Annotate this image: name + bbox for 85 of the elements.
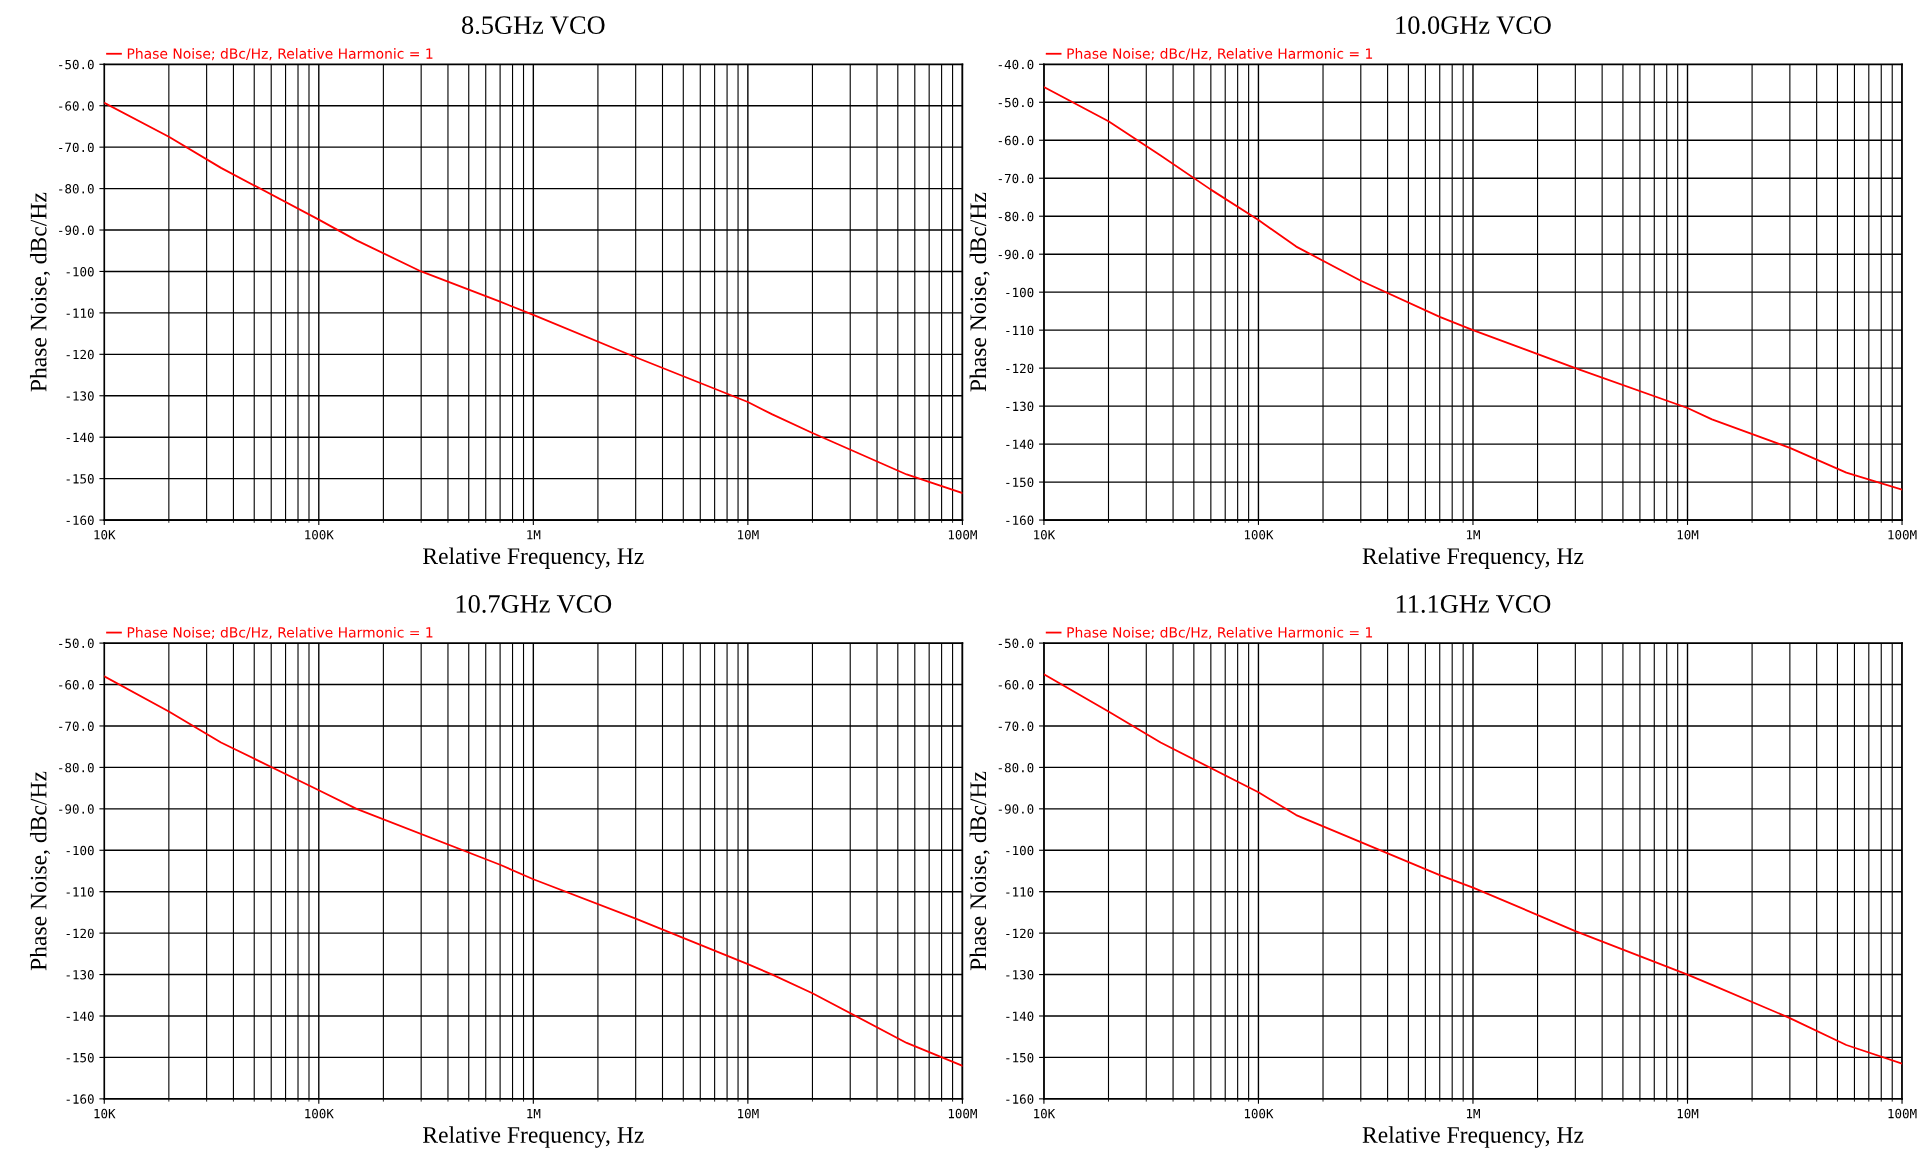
x-axis-title: Relative Frequency, Hz (1362, 547, 1584, 569)
chart-title: 10.0GHz VCO (1396, 16, 1551, 35)
legend-label: Phase Noise; dBc/Hz, Relative Harmonic = 1 (127, 626, 433, 640)
x-tick-label: 1M (527, 530, 541, 540)
y-tick-label: -150 (1006, 477, 1034, 488)
x-tick-label: 10M (1677, 530, 1699, 540)
y-tick-label: -150 (66, 1052, 94, 1063)
x-tick-label: 100K (305, 530, 334, 540)
y-tick-label: -100 (1006, 287, 1034, 298)
y-tick-label: -90.0 (998, 804, 1034, 814)
x-tick-label: 10K (1034, 1108, 1056, 1119)
y-axis-title: Phase Noise, dBc/Hz (29, 771, 50, 971)
y-tick-label: -130 (66, 970, 94, 980)
legend-label: Phase Noise; dBc/Hz, Relative Harmonic = 1 (1067, 48, 1373, 61)
x-axis-title: Relative Frequency, Hz (1362, 1126, 1584, 1148)
x-tick-label: 1M (527, 1109, 541, 1119)
x-tick-label: 100M (1888, 1108, 1917, 1119)
y-tick-label: -50.0 (59, 59, 94, 70)
y-axis-title: Phase Noise, dBc/Hz (29, 192, 50, 392)
chart-title: 11.1GHz VCO (1396, 595, 1551, 613)
y-tick-label: -110 (66, 887, 94, 897)
y-tick-label: -80.0 (998, 211, 1034, 222)
x-tick-label: 100M (948, 530, 977, 540)
y-tick-label: -130 (66, 391, 94, 401)
y-tick-label: -160 (66, 1094, 94, 1104)
y-tick-label: -110 (1006, 325, 1034, 336)
chart-title: 10.7GHz VCO (456, 595, 612, 613)
y-tick-label: -50.0 (59, 638, 94, 649)
x-tick-label: 100M (948, 1108, 977, 1119)
y-tick-label: -150 (1006, 1052, 1034, 1063)
x-tick-label: 100K (1244, 1108, 1274, 1119)
x-tick-label: 100M (1888, 530, 1917, 540)
y-tick-label: -80.0 (59, 184, 94, 194)
x-tick-label: 10M (738, 530, 759, 540)
x-tick-label: 10K (94, 530, 116, 540)
y-tick-label: -150 (66, 474, 94, 484)
x-tick-label: 10M (738, 1108, 759, 1119)
y-tick-label: -90.0 (998, 249, 1034, 260)
y-tick-label: -120 (1006, 928, 1034, 939)
y-axis-title: Phase Noise, dBc/Hz (969, 771, 990, 971)
y-tick-label: -110 (66, 308, 94, 318)
y-tick-label: -140 (1006, 1011, 1034, 1021)
y-tick-label: -160 (1006, 1094, 1034, 1104)
y-tick-label: -110 (1006, 887, 1034, 897)
y-tick-label: -80.0 (59, 762, 94, 773)
x-tick-label: 1M (1466, 530, 1480, 540)
y-tick-label: -140 (66, 1011, 94, 1021)
y-tick-label: -140 (1006, 439, 1034, 450)
y-tick-label: -120 (1006, 363, 1034, 374)
y-tick-label: -120 (66, 349, 94, 360)
x-tick-label: 10M (1677, 1108, 1699, 1119)
x-axis-title: Relative Frequency, Hz (422, 547, 644, 569)
y-tick-label: -130 (1006, 401, 1034, 412)
y-tick-label: -70.0 (998, 173, 1034, 184)
y-tick-label: -90.0 (59, 225, 94, 235)
y-tick-label: -160 (66, 515, 94, 526)
y-tick-label: -60.0 (998, 680, 1034, 690)
y-tick-label: -40.0 (998, 59, 1034, 70)
y-tick-label: -80.0 (998, 762, 1034, 773)
y-tick-label: -70.0 (59, 142, 94, 153)
y-tick-label: -140 (66, 432, 94, 443)
y-tick-label: -70.0 (998, 721, 1034, 731)
y-tick-label: -100 (66, 266, 94, 277)
y-tick-label: -160 (1006, 515, 1034, 526)
y-tick-label: -60.0 (59, 680, 94, 690)
x-tick-label: 10K (94, 1108, 116, 1119)
x-tick-label: 10K (1034, 530, 1056, 540)
x-tick-label: 100K (305, 1108, 334, 1119)
y-tick-label: -100 (66, 845, 94, 856)
y-tick-label: -100 (1006, 845, 1034, 856)
legend-label: Phase Noise; dBc/Hz, Relative Harmonic = 1 (127, 48, 433, 61)
y-tick-label: -70.0 (59, 721, 94, 731)
x-axis-title: Relative Frequency, Hz (422, 1126, 644, 1148)
x-tick-label: 1M (1466, 1109, 1480, 1119)
y-tick-label: -60.0 (998, 135, 1034, 146)
y-tick-label: -90.0 (59, 804, 94, 814)
y-tick-label: -120 (66, 928, 94, 939)
y-tick-label: -130 (1006, 970, 1034, 980)
y-tick-label: -60.0 (59, 101, 94, 111)
y-axis-title: Phase Noise, dBc/Hz (969, 192, 990, 392)
y-tick-label: -50.0 (998, 97, 1034, 108)
chart-title: 8.5GHz VCO (462, 16, 605, 35)
legend-label: Phase Noise; dBc/Hz, Relative Harmonic = 1 (1067, 626, 1373, 640)
x-tick-label: 100K (1244, 530, 1274, 540)
y-tick-label: -50.0 (998, 638, 1034, 649)
